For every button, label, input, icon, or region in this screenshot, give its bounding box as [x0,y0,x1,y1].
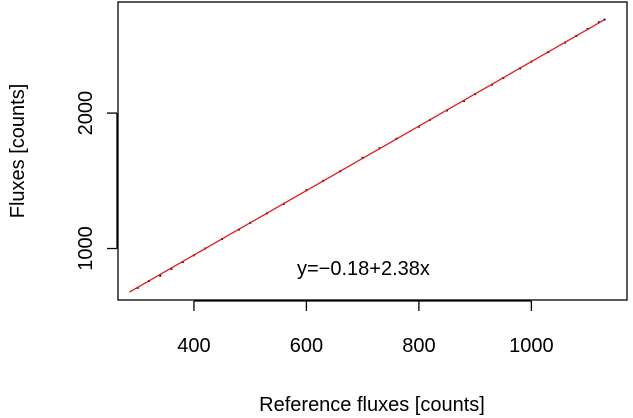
data-point [159,274,162,277]
x-tick-label: 600 [290,335,323,357]
x-axis-title: Reference fluxes [counts] [259,394,485,416]
x-tick-label: 800 [402,335,435,357]
data-point [170,267,173,270]
x-tick-label: 1000 [509,335,554,357]
fit-equation-annotation: y=−0.18+2.38x [297,258,430,280]
regression-line [128,19,605,293]
y-tick-label: 1000 [75,226,97,271]
x-axis: 400 600 800 1000 [177,300,554,357]
plot-frame [117,1,628,301]
y-axis: 1000 2000 [75,91,118,271]
data-point [603,18,606,21]
x-tick-label: 400 [177,335,210,357]
y-tick-label: 2000 [75,91,97,136]
y-axis-title: Fluxes [counts] [7,84,29,219]
